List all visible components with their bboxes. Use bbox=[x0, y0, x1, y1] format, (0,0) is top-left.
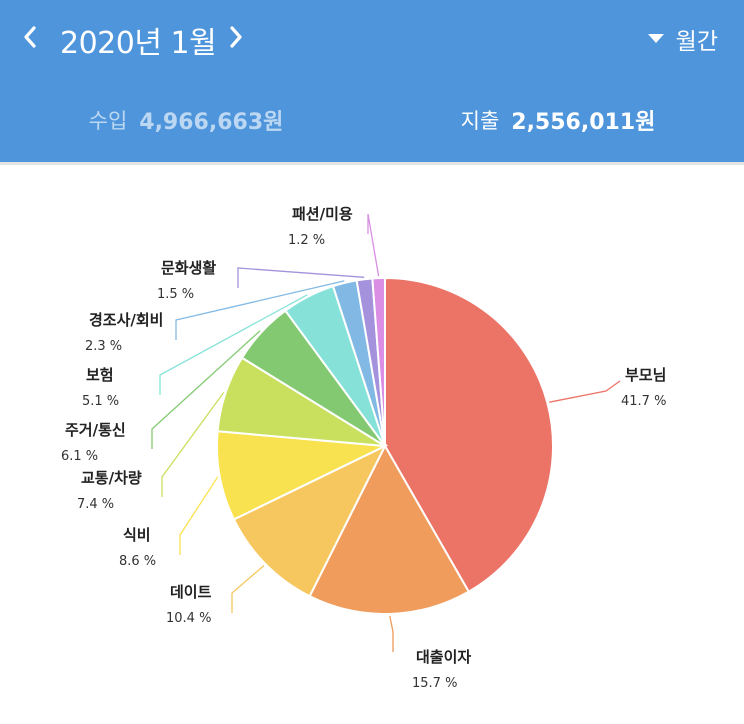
pie-slice[interactable] bbox=[371, 276, 386, 447]
tab-bar: 수입 4,966,663원 지출 2,556,011원 bbox=[0, 78, 744, 240]
tab-income-label: 수입 bbox=[88, 109, 128, 133]
slice-name-label: 대출이자 bbox=[416, 648, 471, 666]
chevron-left-icon bbox=[24, 26, 36, 48]
slice-name-label: 주거/통신 bbox=[65, 421, 126, 439]
leader-line bbox=[231, 565, 265, 613]
pie-slice[interactable] bbox=[308, 443, 471, 615]
slice-name-label: 부모님 bbox=[625, 366, 666, 384]
app-header: 2020년 1월 월간 수입 4,966,663원 지출 2,556,011원 bbox=[0, 0, 744, 240]
pie-slice[interactable] bbox=[232, 443, 388, 598]
leader-line bbox=[161, 392, 225, 497]
slice-name-label: 데이트 bbox=[170, 583, 212, 601]
slice-percent-label: 8.6 % bbox=[119, 554, 156, 569]
leader-line bbox=[179, 476, 219, 555]
next-month-button[interactable] bbox=[216, 16, 256, 60]
pie-slice[interactable] bbox=[216, 430, 389, 521]
slice-percent-label: 15.7 % bbox=[412, 676, 457, 691]
tab-expense[interactable]: 지출 2,556,011원 bbox=[372, 78, 744, 162]
leader-line bbox=[151, 330, 261, 449]
slice-percent-label: 10.4 % bbox=[166, 611, 211, 626]
slice-name-label: 보험 bbox=[86, 366, 114, 384]
tab-income-amount: 4,966,663원 bbox=[139, 110, 284, 135]
slice-name-label: 패션/미용 bbox=[292, 205, 353, 223]
slice-percent-label: 7.4 % bbox=[77, 497, 114, 512]
leader-line bbox=[549, 380, 621, 403]
tab-income[interactable]: 수입 4,966,663원 bbox=[0, 78, 372, 162]
tab-expense-label: 지출 bbox=[460, 109, 500, 133]
slice-name-label: 문화생활 bbox=[161, 259, 216, 277]
chevron-right-icon bbox=[230, 26, 242, 48]
leader-line bbox=[175, 280, 345, 340]
slice-percent-label: 5.1 % bbox=[82, 394, 119, 409]
leader-line bbox=[389, 615, 394, 652]
leader-line bbox=[367, 213, 380, 277]
slice-percent-label: 1.5 % bbox=[157, 287, 194, 302]
pie-slice[interactable] bbox=[384, 276, 554, 594]
month-navigation: 2020년 1월 월간 bbox=[0, 0, 744, 78]
slice-percent-label: 6.1 % bbox=[61, 449, 98, 464]
tab-expense-amount: 2,556,011원 bbox=[511, 110, 656, 135]
slice-name-label: 경조사/회비 bbox=[89, 311, 163, 329]
slice-name-label: 식비 bbox=[123, 526, 151, 544]
period-selector[interactable]: 월간 bbox=[647, 22, 718, 56]
leader-line bbox=[159, 294, 308, 395]
slice-percent-label: 2.3 % bbox=[85, 339, 122, 354]
slice-percent-label: 1.2 % bbox=[288, 233, 325, 248]
period-label: 월간 bbox=[675, 29, 718, 55]
caret-down-icon bbox=[647, 34, 664, 43]
prev-month-button[interactable] bbox=[10, 16, 50, 60]
slice-percent-label: 41.7 % bbox=[621, 394, 666, 409]
expense-pie-chart: 부모님 41.7 % 대출이자 15.7 % 데이트 10.4 % 식비 8.6 % 교통/차량… bbox=[61, 205, 666, 691]
slice-name-label: 교통/차량 bbox=[81, 469, 142, 487]
leader-line bbox=[237, 267, 365, 288]
month-title: 2020년 1월 bbox=[60, 26, 217, 61]
chart-area: 부모님 41.7 % 대출이자 15.7 % 데이트 10.4 % 식비 8.6 % 교통/차량… bbox=[0, 162, 744, 724]
